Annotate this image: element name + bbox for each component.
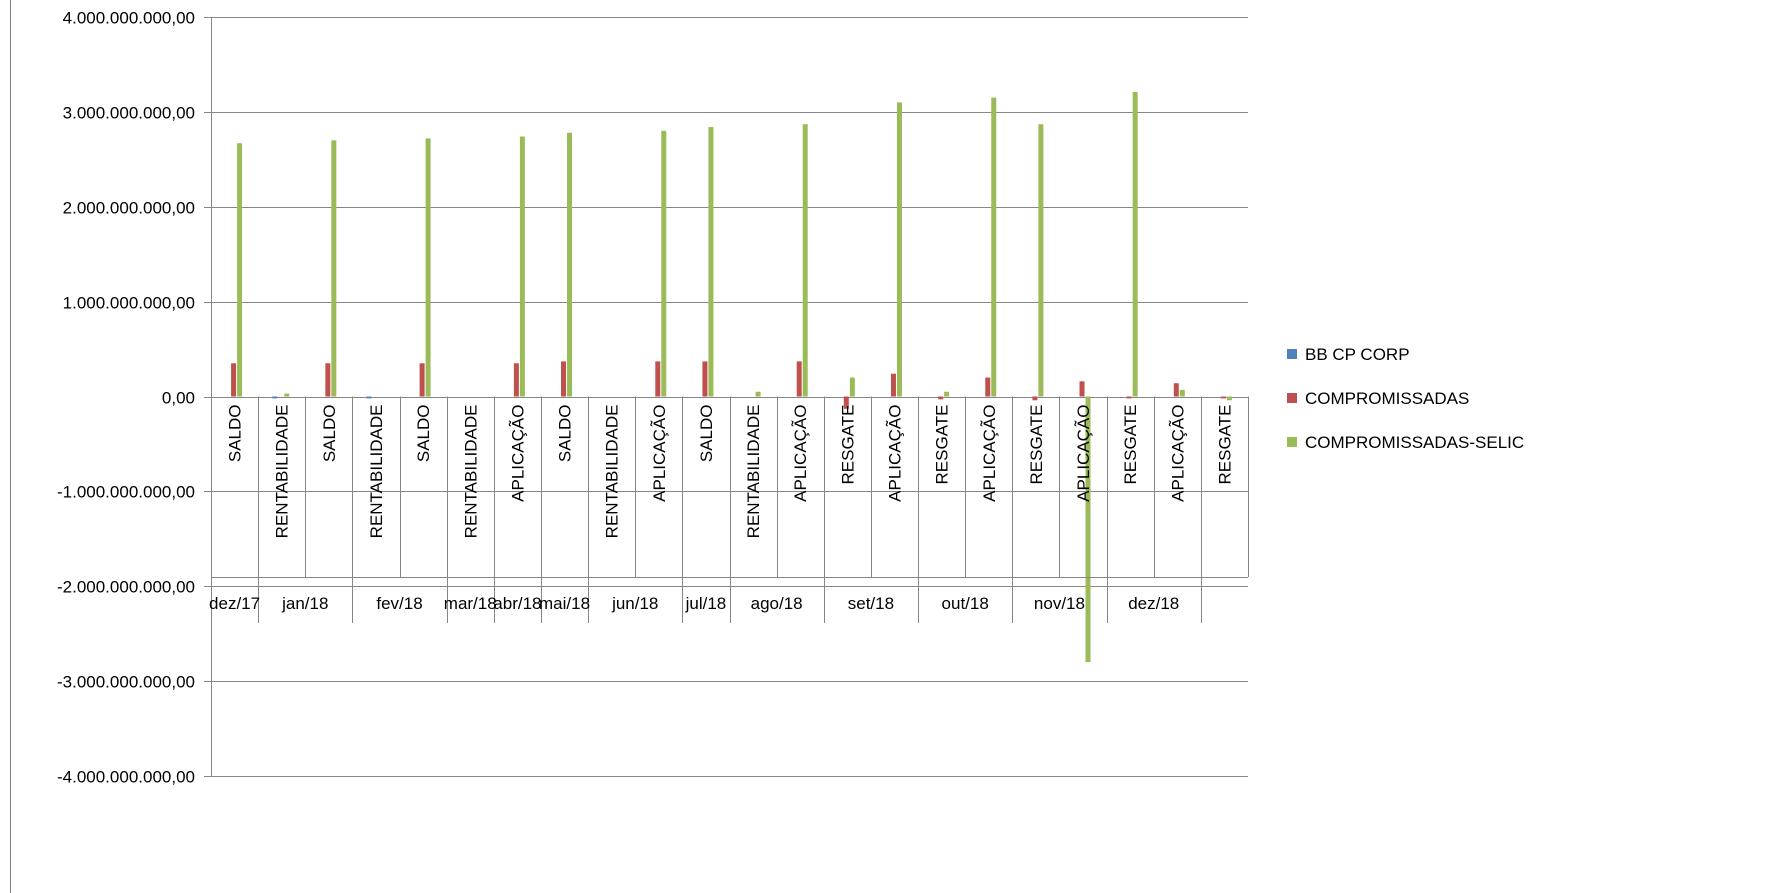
bar xyxy=(366,396,372,399)
bar xyxy=(661,130,667,397)
bar xyxy=(331,140,337,397)
bar xyxy=(938,396,944,400)
y-tick-label: -4.000.000.000,00 xyxy=(57,768,195,787)
category-label: APLICAÇÃO xyxy=(1168,405,1187,502)
group-label: fev/18 xyxy=(376,594,422,613)
group-label: set/18 xyxy=(848,594,894,613)
category-label: RESGATE xyxy=(1215,405,1234,485)
legend-label: COMPROMISSADAS-SELIC xyxy=(1305,433,1524,452)
bar xyxy=(944,391,950,397)
bar xyxy=(1220,396,1226,399)
category-label: SALDO xyxy=(414,405,433,463)
y-tick-label: 0,00 xyxy=(162,389,195,408)
bar xyxy=(1085,396,1091,663)
group-label: mar/18 xyxy=(444,594,497,613)
category-label: SALDO xyxy=(320,405,339,463)
group-label: ago/18 xyxy=(751,594,803,613)
category-label: RENTABILIDADE xyxy=(744,405,763,539)
gridlines xyxy=(204,17,1248,777)
bar xyxy=(425,138,431,397)
category-label: SALDO xyxy=(697,405,716,463)
bar xyxy=(237,143,243,397)
y-tick-label: -2.000.000.000,00 xyxy=(57,578,195,597)
category-label: RENTABILIDADE xyxy=(461,405,480,539)
category-label: APLICAÇÃO xyxy=(791,405,810,502)
group-label: abr/18 xyxy=(493,594,541,613)
bar xyxy=(567,132,573,397)
category-label: SALDO xyxy=(556,405,575,463)
bar xyxy=(896,102,902,397)
category-label: RESGATE xyxy=(1121,405,1140,485)
bar xyxy=(702,361,708,397)
bar xyxy=(1173,383,1179,397)
bar xyxy=(272,396,278,399)
bar xyxy=(655,361,661,397)
bar xyxy=(1079,381,1085,397)
group-label: jul/18 xyxy=(685,594,727,613)
x-axis: SALDO RENTABILIDADE SALDO RENTABILIDADE SALD… xyxy=(209,396,1249,623)
legend-swatch xyxy=(1287,349,1297,359)
bar xyxy=(985,377,991,397)
bars xyxy=(231,91,1232,663)
group-label: nov/18 xyxy=(1034,594,1085,613)
bar xyxy=(843,396,849,409)
category-label: APLICAÇÃO xyxy=(508,405,527,502)
group-label: jun/18 xyxy=(611,594,658,613)
bar xyxy=(1038,124,1044,397)
category-label: APLICAÇÃO xyxy=(980,405,999,502)
bar xyxy=(755,391,761,397)
bar xyxy=(284,393,290,397)
bar xyxy=(849,377,855,397)
y-tick-label: 4.000.000.000,00 xyxy=(63,9,195,28)
bar xyxy=(708,127,714,397)
bar xyxy=(991,97,997,397)
category-label: RENTABILIDADE xyxy=(273,405,292,539)
bar xyxy=(325,363,331,397)
category-label: SALDO xyxy=(226,405,245,463)
bar xyxy=(1126,396,1132,399)
bar xyxy=(1226,396,1232,401)
y-tick-label: -1.000.000.000,00 xyxy=(57,483,195,502)
category-label: APLICAÇÃO xyxy=(885,405,904,502)
bar xyxy=(796,361,802,397)
bar xyxy=(802,124,808,397)
category-label: APLICAÇÃO xyxy=(1074,405,1093,502)
bar xyxy=(1132,91,1138,397)
category-label: RESGATE xyxy=(933,405,952,485)
group-label: mai/18 xyxy=(539,594,590,613)
legend-label: BB CP CORP xyxy=(1305,345,1410,364)
bar xyxy=(1179,389,1185,397)
group-label: dez/17 xyxy=(209,594,260,613)
bar xyxy=(1032,396,1038,401)
y-tick-label: 3.000.000.000,00 xyxy=(63,104,195,123)
category-label: APLICAÇÃO xyxy=(650,405,669,502)
category-label: RENTABILIDADE xyxy=(603,405,622,539)
bar xyxy=(513,363,519,397)
group-label: dez/18 xyxy=(1128,594,1179,613)
legend-swatch xyxy=(1287,393,1297,403)
legend-label: COMPROMISSADAS xyxy=(1305,389,1469,408)
bar xyxy=(561,361,567,397)
group-label: out/18 xyxy=(942,594,989,613)
y-tick-label: -3.000.000.000,00 xyxy=(57,673,195,692)
legend: BB CP CORP COMPROMISSADAS COMPROMISSADAS-S… xyxy=(1287,345,1524,452)
group-label: jan/18 xyxy=(281,594,328,613)
bar xyxy=(231,363,237,397)
bar xyxy=(890,373,896,397)
y-tick-label: 1.000.000.000,00 xyxy=(63,294,195,313)
category-label: RESGATE xyxy=(838,405,857,485)
category-label: RESGATE xyxy=(1027,405,1046,485)
bar xyxy=(519,136,525,397)
legend-swatch xyxy=(1287,437,1297,447)
y-axis: 4.000.000.000,00 3.000.000.000,00 2.000.00… xyxy=(57,9,212,787)
y-tick-label: 2.000.000.000,00 xyxy=(63,199,195,218)
bar xyxy=(419,363,425,397)
category-label: RENTABILIDADE xyxy=(367,405,386,539)
